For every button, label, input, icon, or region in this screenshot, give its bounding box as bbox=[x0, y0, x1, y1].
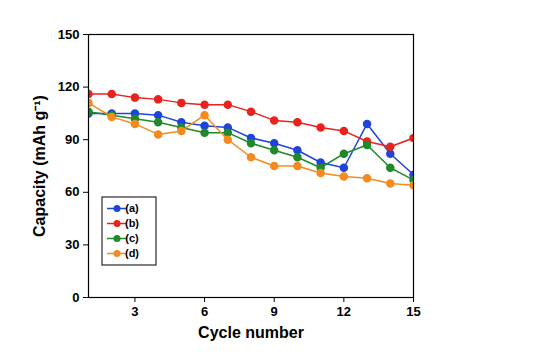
svg-text:30: 30 bbox=[65, 237, 79, 252]
svg-text:90: 90 bbox=[65, 132, 79, 147]
svg-text:60: 60 bbox=[65, 184, 79, 199]
svg-text:0: 0 bbox=[72, 290, 79, 305]
svg-text:Capacity (mAh g⁻¹): Capacity (mAh g⁻¹) bbox=[31, 95, 48, 237]
svg-text:(b): (b) bbox=[125, 217, 139, 229]
svg-text:Cycle number: Cycle number bbox=[198, 324, 304, 341]
svg-text:12: 12 bbox=[337, 304, 351, 319]
svg-text:15: 15 bbox=[406, 304, 420, 319]
svg-text:120: 120 bbox=[58, 79, 80, 94]
svg-text:9: 9 bbox=[271, 304, 278, 319]
svg-text:(c): (c) bbox=[125, 232, 139, 244]
svg-text:3: 3 bbox=[131, 304, 138, 319]
svg-text:(a): (a) bbox=[125, 202, 139, 214]
svg-text:6: 6 bbox=[201, 304, 208, 319]
svg-text:(d): (d) bbox=[125, 247, 139, 259]
svg-text:150: 150 bbox=[58, 27, 80, 42]
